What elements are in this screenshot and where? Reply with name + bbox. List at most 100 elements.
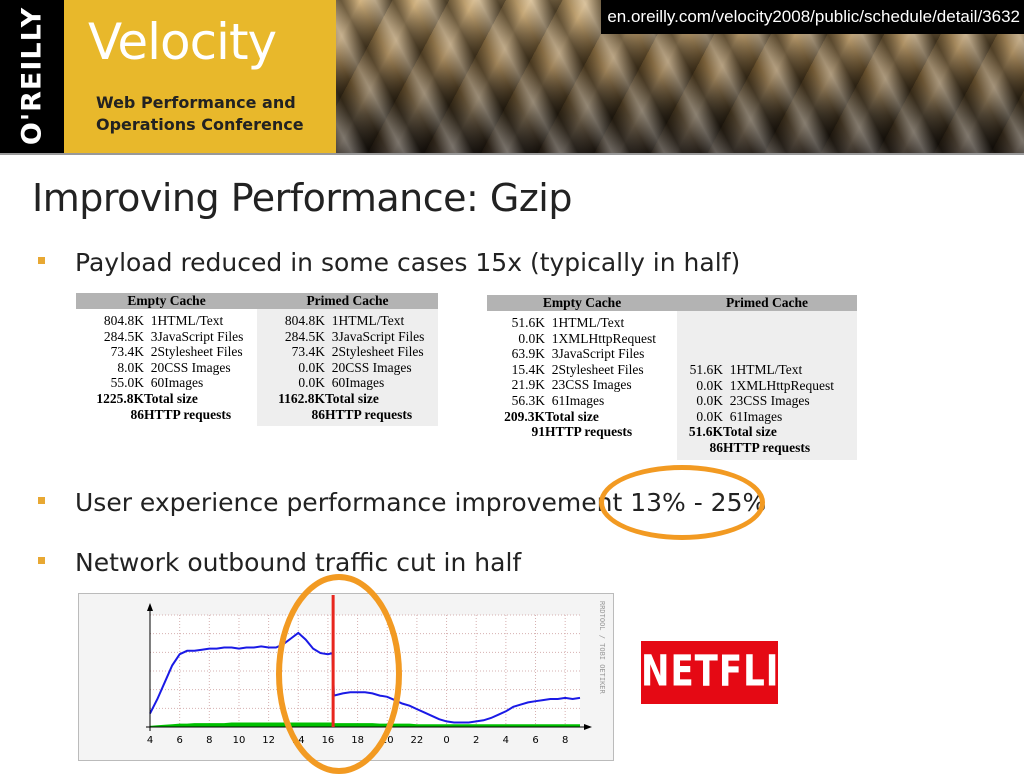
row-label: 1XMLHttpRequest: [729, 377, 834, 393]
table-row: 8.0K 20CSS Images: [82, 360, 251, 376]
row-label: 2Stylesheet Files: [551, 361, 644, 377]
row-value: 1162.8K: [278, 390, 325, 406]
table-row: 1162.8KTotal size: [263, 391, 432, 407]
bullet-marker: [38, 556, 45, 564]
row-value: 0.0K: [518, 330, 545, 346]
row-value: 804.8K: [284, 313, 325, 328]
row-label: 60Images: [331, 375, 385, 391]
row-label: 1XMLHttpRequest: [551, 330, 656, 346]
row-value: 51.6K: [688, 424, 723, 440]
row-value: 86: [311, 406, 326, 422]
row-label: Total size: [545, 408, 599, 424]
row-label: Total size: [325, 390, 379, 406]
highlight-ellipse-chart: [276, 574, 402, 774]
table-row: 55.0K 60Images: [82, 375, 251, 391]
x-tick-label: 8: [562, 735, 568, 746]
row-value: 8.0K: [117, 359, 144, 375]
x-axis-arrow: [584, 724, 592, 730]
table-row: 91HTTP requests: [493, 424, 671, 440]
conference-subtitle-line-1: Web Performance and: [96, 93, 296, 112]
table-header-primed-cache: Primed Cache: [677, 295, 857, 311]
row-label: 1HTML/Text: [729, 362, 803, 377]
oreilly-logo-text: O'REILLY: [16, 6, 48, 146]
table-row: 0.0K 60Images: [263, 375, 432, 391]
bullet-text: Network outbound traffic cut in half: [75, 548, 522, 577]
table-row: 21.9K 23CSS Images: [493, 377, 671, 393]
row-value: 0.0K: [696, 393, 723, 409]
y-axis-arrow: [147, 603, 153, 611]
row-label: HTTP requests: [325, 406, 413, 422]
x-tick-label: 0: [443, 735, 449, 746]
header-banner: O'REILLY Velocity Web Performance and Op…: [0, 0, 1024, 153]
row-value: 804.8K: [103, 313, 144, 328]
empty-cache-rows: 804.8K 1HTML/Text 284.5K 3JavaScript File…: [82, 313, 251, 422]
table-row: 73.4K 2Stylesheet Files: [263, 344, 432, 360]
x-tick-label: 20: [381, 735, 394, 746]
table-row: 15.4K 2Stylesheet Files: [493, 362, 671, 378]
netflix-logo-text: NETFLIX: [641, 646, 807, 697]
chart-watermark: RRDTOOL / TOBI OETIKER: [598, 601, 606, 695]
x-tick-label: 12: [262, 735, 275, 746]
row-value: 86: [709, 439, 724, 455]
row-label: 61Images: [551, 392, 605, 408]
table-row: 209.3KTotal size: [493, 409, 671, 425]
row-label: 1HTML/Text: [551, 315, 625, 330]
row-value: 91: [531, 424, 546, 440]
row-value: 73.4K: [110, 344, 144, 360]
row-label: 1HTML/Text: [150, 313, 224, 328]
table-row: 86HTTP requests: [263, 407, 432, 423]
row-value: 284.5K: [284, 328, 325, 344]
table-row: 51.6K 1HTML/Text: [493, 315, 671, 331]
conference-title: Velocity: [88, 13, 277, 71]
row-label: 3JavaScript Files: [331, 328, 425, 344]
table-row: 0.0K 20CSS Images: [263, 360, 432, 376]
row-label: 23CSS Images: [729, 393, 810, 409]
row-value: 209.3K: [504, 408, 545, 424]
bullet-marker: [38, 256, 45, 264]
bullet-payload: Payload reduced in some cases 15x (typic…: [38, 248, 740, 277]
netflix-logo: NETFLIX: [641, 641, 806, 704]
bullet-network-traffic: Network outbound traffic cut in half: [38, 548, 521, 577]
row-label: 20CSS Images: [150, 359, 231, 375]
row-value: 0.0K: [696, 377, 723, 393]
primed-cache-rows: 51.6K 1HTML/Text 0.0K 1XMLHttpRequest 0.0K…: [683, 362, 851, 456]
comparison-table-after: Empty Cache Primed Cache 51.6K 1HTML/Tex…: [487, 295, 857, 460]
table-row: 86HTTP requests: [82, 407, 251, 423]
row-value: 51.6K: [689, 362, 723, 377]
conference-subtitle-line-2: Operations Conference: [96, 115, 304, 134]
x-tick-label: 8: [206, 735, 212, 746]
table-row: 63.9K 3JavaScript Files: [493, 346, 671, 362]
x-tick-label: 22: [411, 735, 424, 746]
header-divider: [0, 153, 1024, 155]
bullet-text: Payload reduced in some cases 15x (typic…: [75, 248, 741, 277]
empty-cache-cell: 804.8K 1HTML/Text 284.5K 3JavaScript File…: [76, 309, 257, 427]
table-header-empty-cache: Empty Cache: [487, 295, 677, 311]
highlight-ellipse-percent: [599, 465, 765, 540]
bullet-marker: [38, 496, 45, 504]
x-tick-label: 2: [473, 735, 479, 746]
row-label: 2Stylesheet Files: [331, 344, 424, 360]
row-value: 56.3K: [511, 392, 545, 408]
table-row: 284.5K 3JavaScript Files: [82, 329, 251, 345]
oreilly-logo: O'REILLY: [0, 0, 64, 153]
table-row: 0.0K 1XMLHttpRequest: [683, 378, 851, 394]
x-tick-label: 6: [532, 735, 538, 746]
primed-cache-cell: 804.8K 1HTML/Text 284.5K 3JavaScript File…: [257, 309, 438, 427]
slide-title: Improving Performance: Gzip: [32, 176, 572, 220]
table-row: 51.6KTotal size: [683, 424, 851, 440]
table-row: 0.0K 23CSS Images: [683, 393, 851, 409]
conference-subtitle: Web Performance and Operations Conferenc…: [96, 92, 304, 136]
row-label: 23CSS Images: [551, 377, 632, 393]
row-label: 3JavaScript Files: [150, 328, 244, 344]
source-url[interactable]: en.oreilly.com/velocity2008/public/sched…: [601, 0, 1024, 34]
x-tick-label: 10: [233, 735, 246, 746]
row-label: 20CSS Images: [331, 359, 412, 375]
row-value: 63.9K: [511, 346, 545, 362]
row-value: 1225.8K: [96, 390, 144, 406]
row-label: Total size: [144, 390, 198, 406]
row-label: 3JavaScript Files: [551, 346, 645, 362]
row-value: 0.0K: [696, 408, 723, 424]
row-value: 0.0K: [298, 359, 325, 375]
primed-cache-rows: 804.8K 1HTML/Text 284.5K 3JavaScript File…: [263, 313, 432, 422]
row-value: 51.6K: [511, 315, 545, 330]
